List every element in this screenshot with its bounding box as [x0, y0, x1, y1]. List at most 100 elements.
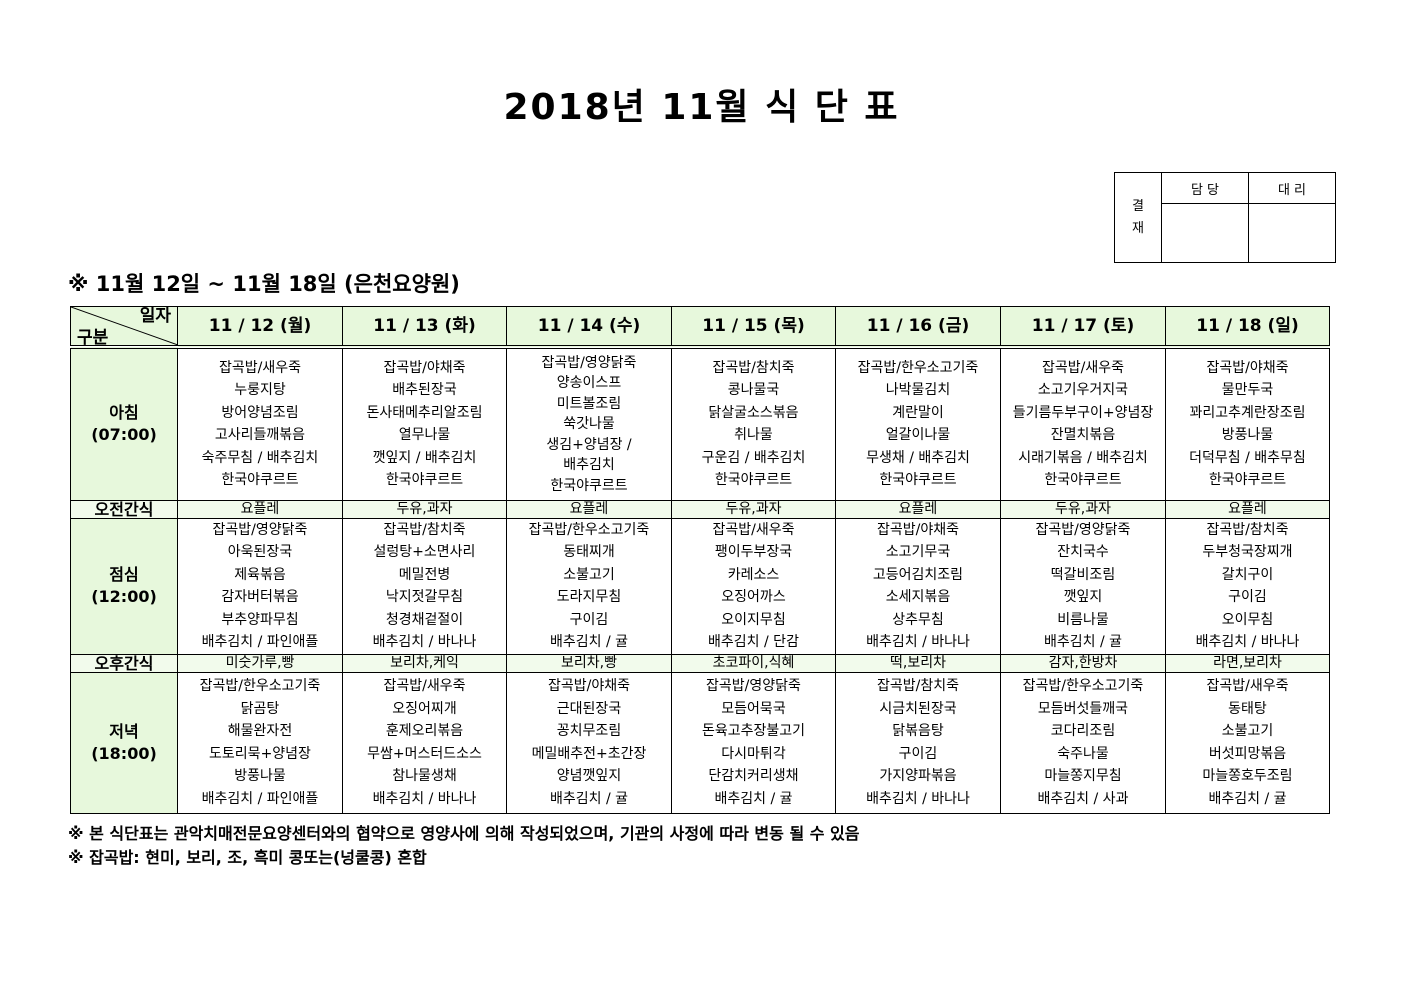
menu-item: 돈사태메추리알조림: [366, 404, 483, 421]
menu-item: 도토리묵+양념장: [209, 745, 311, 762]
menu-cell: 요플레: [1165, 499, 1330, 519]
menu-item: 근대된장국: [556, 700, 622, 717]
menu-item: 해물완자전: [227, 723, 293, 739]
menu-item: 양송이스프: [556, 375, 622, 391]
menu-item: 잡곡밥/영양닭죽: [541, 354, 637, 371]
corner-date-label: 일자: [139, 306, 171, 326]
menu-item: 배추김치 / 귤: [1208, 790, 1287, 807]
menu-item: 버섯피망볶음: [1208, 745, 1287, 762]
menu-cell: 보리차,빵: [506, 653, 672, 673]
menu-cell: 잡곡밥/야채죽 물만두국 꽈리고추계란장조림 방풍나물 더덕무침 / 배추무침 한국야쿠르…: [1165, 346, 1330, 501]
menu-cell: 잡곡밥/한우소고기죽 나박물김치 계란말이 얼갈이나물 무생채 / 배추김치 한국야쿠르트: [835, 346, 1001, 501]
approval-sign-staff[interactable]: [1161, 203, 1249, 263]
row-label: 점심 (12:00): [70, 517, 178, 655]
menu-item: 제육볶음: [234, 566, 286, 583]
menu-item: 한국야쿠르트: [879, 472, 957, 489]
menu-item: 감자버터볶음: [221, 589, 299, 605]
menu-item: 한국야쿠르트: [385, 472, 464, 489]
menu-item: 배추김치 / 단감: [708, 634, 799, 650]
menu-item: 잡곡밥/영양닭죽: [1035, 521, 1131, 538]
menu-item: 닭곰탕: [240, 700, 280, 717]
row-time: (07:00): [91, 425, 157, 445]
menu-cell: 보리차,케익: [342, 653, 507, 673]
menu-item: 잡곡밥/새우죽: [383, 678, 466, 694]
menu-item: 깻잎지: [1063, 589, 1103, 605]
menu-cell: 두유,과자: [1000, 499, 1166, 519]
menu-item: 숙주무침 / 배추김치: [201, 449, 319, 466]
menu-item: 미트볼조림: [556, 395, 622, 412]
notes: ※ 본 식단표는 관악치매전문요양센터와의 협약으로 영양사에 의해 작성되었으…: [68, 822, 859, 870]
menu-cell: 두유,과자: [671, 499, 836, 519]
menu-item: 잡곡밥/한우소고기죽: [528, 521, 650, 538]
menu-item: 닭볶음탕: [892, 723, 944, 739]
menu-item: 아욱된장국: [227, 544, 293, 560]
menu-cell: 잡곡밥/새우죽 누룽지탕 방어양념조림 고사리들깨볶음 숙주무침 / 배추김치 한국야쿠르…: [177, 346, 343, 501]
row-time: (12:00): [91, 587, 157, 606]
menu-item: 배추김치: [563, 457, 615, 473]
menu-item: 양념깻잎지: [556, 768, 622, 784]
corner-header: 일자 구분: [70, 306, 178, 349]
meal-row: 저녁 (18:00) 잡곡밥/한우소고기죽 닭곰탕 해물완자전 도토리묵+양념장 방풍나물 배…: [70, 671, 1330, 814]
approval-label-2: 재: [1132, 220, 1144, 236]
menu-cell: 잡곡밥/새우죽 팽이두부장국 카레소스 오징어까스 오이지무침 배추김치 / 단감: [671, 517, 836, 655]
diagonal-line: [71, 307, 178, 345]
menu-item: 배추김치 / 사과: [1037, 790, 1129, 807]
menu-cell: 떡,보리차: [835, 653, 1001, 673]
approval-box: 결 재 담 당 대 리: [1114, 172, 1336, 263]
menu-item: 돈육고추장불고기: [701, 723, 806, 739]
day-header: 11 / 12 (월): [177, 306, 343, 349]
day-header: 11 / 18 (일): [1165, 306, 1330, 349]
menu-item: 메밀전병: [398, 566, 451, 583]
menu-item: 다시마튀각: [721, 745, 786, 762]
menu-cell: 요플레: [835, 499, 1001, 519]
menu-cell: 잡곡밥/영양닭죽 아욱된장국 제육볶음 감자버터볶음 부추양파무침 배추김치 / 파인애플: [177, 517, 343, 655]
menu-cell: 잡곡밥/한우소고기죽 모듬버섯들깨국 코다리조림 숙주나물 마늘쫑지무침 배추김치 / 사…: [1000, 671, 1166, 814]
menu-item: 무쌈+머스터드소스: [367, 745, 482, 762]
day-header: 11 / 14 (수): [506, 306, 672, 349]
menu-item: 잡곡밥/야채죽: [383, 359, 466, 376]
menu-item: 갈치구이: [1221, 566, 1274, 583]
menu-cell: 요플레: [177, 499, 343, 519]
menu-item: 고사리들깨볶음: [214, 427, 306, 444]
menu-item: 시래기볶음 / 배추김치: [1018, 449, 1148, 466]
menu-item: 배추김치 / 파인애플: [201, 634, 319, 650]
menu-item: 잡곡밥/영양닭죽: [212, 521, 308, 538]
menu-item: 잡곡밥/한우소고기죽: [857, 359, 979, 376]
menu-item: 잡곡밥/한우소고기죽: [199, 678, 321, 694]
menu-cell: 감자,한방차: [1000, 653, 1166, 673]
menu-item: 소불고기: [1221, 723, 1274, 739]
row-label-text: 점심: [109, 565, 139, 584]
menu-item: 구이김: [898, 745, 938, 762]
menu-item: 설렁탕+소면사리: [373, 544, 476, 560]
menu-cell: 잡곡밥/야채죽 배추된장국 돈사태메추리알조림 열무나물 깻잎지 / 배추김치 한국야쿠르…: [342, 346, 507, 501]
menu-item: 단감치커리생채: [708, 768, 799, 784]
menu-item: 생김+양념장 /: [546, 436, 632, 453]
menu-item: 소고기우거지국: [1037, 382, 1129, 399]
menu-item: 꽁치무조림: [556, 723, 622, 739]
menu-item: 가지양파볶음: [879, 768, 957, 784]
menu-item: 물만두국: [1221, 382, 1274, 399]
menu-item: 훈제오리볶음: [385, 723, 464, 739]
menu-item: 취나물: [734, 427, 773, 444]
menu-cell: 잡곡밥/영양닭죽 양송이스프 미트볼조림 쑥갓나물 생김+양념장 / 배추김치 한국야쿠르트: [506, 346, 672, 501]
snack-row: 오후간식 미숫가루,빵 보리차,케익 보리차,빵 초코파이,식혜 떡,보리차 감자,한방차 라…: [70, 653, 1330, 673]
approval-col-deputy: 대 리: [1248, 172, 1336, 204]
menu-item: 소불고기: [563, 566, 615, 583]
menu-item: 낙지젓갈무침: [385, 589, 464, 605]
menu-item: 두부청국장찌개: [1202, 544, 1293, 560]
menu-item: 모듬버섯들깨국: [1037, 700, 1129, 717]
menu-item: 얼갈이나물: [885, 427, 951, 444]
menu-cell: 잡곡밥/야채죽 근대된장국 꽁치무조림 메밀배추전+초간장 양념깻잎지 배추김치 / 귤: [506, 671, 672, 814]
menu-item: 배추김치 / 바나나: [866, 634, 970, 650]
page-title: 2018년 11월 식 단 표: [503, 87, 900, 128]
note-2: ※ 잡곡밥: 현미, 보리, 조, 흑미 콩또는(넝쿨콩) 혼합: [68, 848, 427, 867]
approval-label-1: 결: [1132, 198, 1144, 214]
menu-item: 한국야쿠르트: [714, 472, 793, 489]
menu-cell: 잡곡밥/새우죽 오징어찌개 훈제오리볶음 무쌈+머스터드소스 참나물생채 배추김치 / 바…: [342, 671, 507, 814]
menu-item: 배추김치 / 바나나: [1195, 634, 1300, 650]
menu-item: 닭살굴소스볶음: [708, 404, 799, 421]
menu-item: 오징어찌개: [392, 700, 457, 717]
approval-sign-deputy[interactable]: [1248, 203, 1336, 263]
menu-item: 청경채겉절이: [385, 611, 464, 628]
menu-cell: 잡곡밥/참치죽 콩나물국 닭살굴소스볶음 취나물 구운김 / 배추김치 한국야쿠르트: [671, 346, 836, 501]
